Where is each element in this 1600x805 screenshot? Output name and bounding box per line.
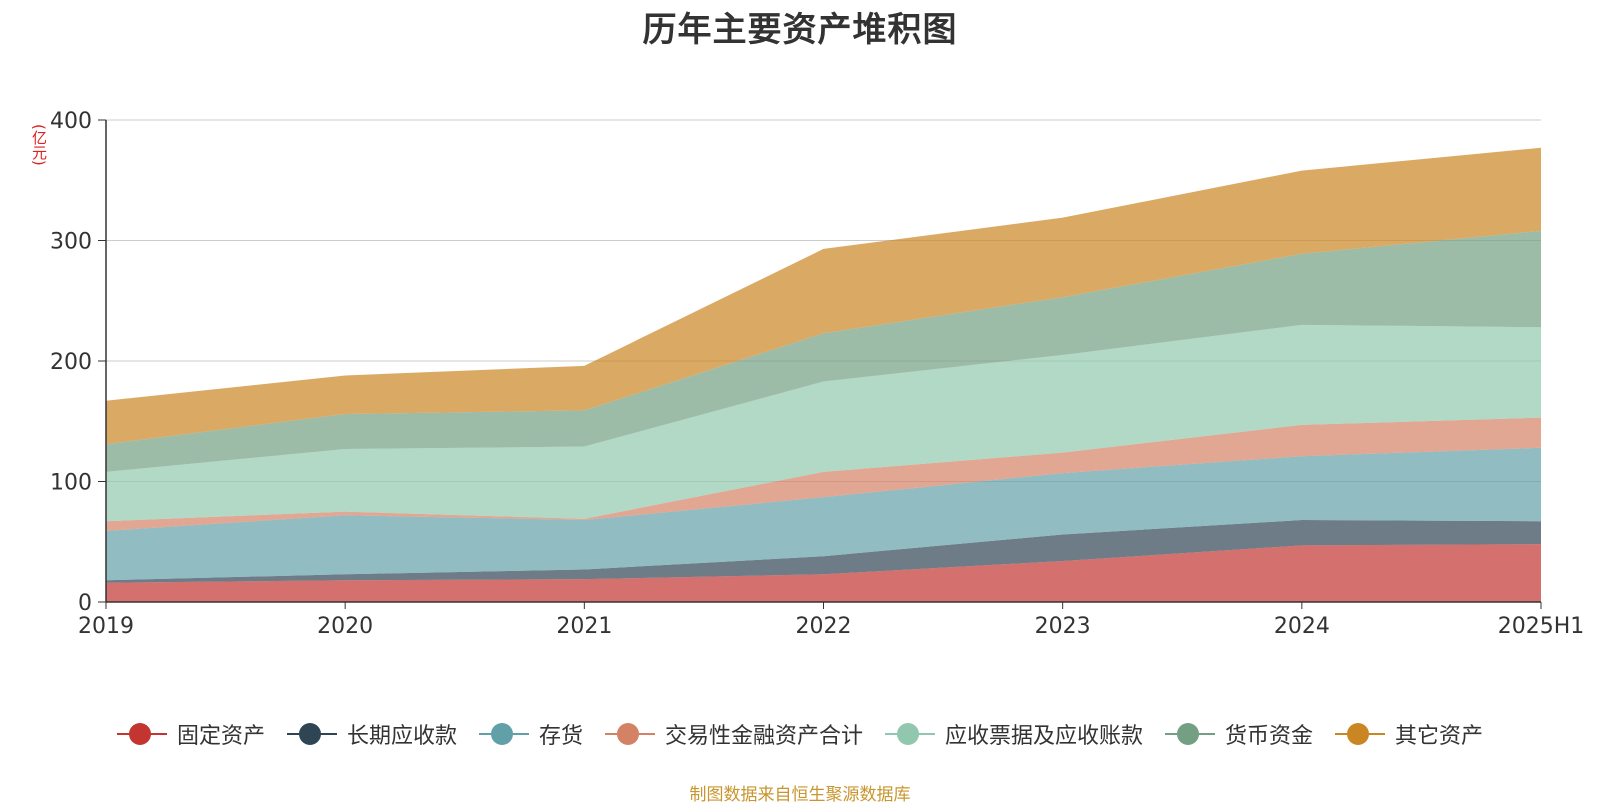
legend-label: 交易性金融资产合计	[664, 724, 863, 749]
legend-item[interactable]: 固定资产	[116, 718, 265, 750]
x-tick-label: 2020	[317, 614, 373, 639]
legend-marker-icon	[478, 722, 529, 746]
area-固定资产	[106, 544, 1541, 602]
area-货币资金	[106, 230, 1541, 472]
y-axis-unit: (亿元)	[30, 124, 48, 166]
legend-item[interactable]: 应收票据及应收账款	[885, 718, 1143, 750]
legend-marker-icon	[286, 722, 337, 746]
legend-item[interactable]: 其它资产	[1335, 718, 1483, 750]
area-长期应收款	[106, 520, 1541, 583]
legend: 固定资产 长期应收款 存货 交易性金融资产合计 应收票据及应收账款 货币资金 其它资产	[0, 718, 1600, 750]
legend-label: 固定资产	[176, 724, 265, 749]
source-note: 制图数据来自恒生聚源数据库	[689, 785, 911, 805]
y-tick-label: 400	[50, 109, 92, 134]
legend-label: 货币资金	[1225, 724, 1314, 749]
area-series	[106, 147, 1541, 602]
legend-marker-icon	[1335, 722, 1386, 746]
legend-item[interactable]: 交易性金融资产合计	[604, 718, 863, 750]
x-tick-label: 2019	[78, 614, 134, 639]
legend-label: 其它资产	[1395, 724, 1484, 749]
legend-label: 存货	[538, 724, 583, 749]
y-tick-label: 100	[50, 471, 92, 496]
legend-marker-icon	[604, 722, 655, 746]
legend-item[interactable]: 存货	[478, 718, 583, 750]
area-其它资产	[106, 147, 1541, 445]
y-tick-label: 300	[50, 230, 92, 255]
legend-marker-icon	[116, 722, 167, 746]
x-tick-label: 2022	[796, 614, 852, 639]
x-tick-label: 2024	[1274, 614, 1330, 639]
x-tick-label: 2025H1	[1498, 614, 1585, 639]
axes: 0 100 200 300 400 2019 2020 2021 2022 2023 2024 202…	[50, 109, 1584, 639]
legend-marker-icon	[885, 722, 935, 746]
x-tick-label: 2023	[1035, 614, 1091, 639]
area-存货	[106, 447, 1541, 581]
y-tick-label: 200	[50, 350, 92, 375]
chart-title: 历年主要资产堆积图	[642, 10, 958, 50]
x-tick-label: 2021	[556, 614, 612, 639]
legend-marker-icon	[1165, 722, 1216, 746]
area-应收票据及应收账款	[106, 324, 1541, 522]
area-交易性金融资产合计	[106, 417, 1541, 531]
legend-item[interactable]: 长期应收款	[286, 718, 457, 750]
stacked-area-chart: 0 100 200 300 400 2019 2020 2021 2022 2023 2024 202…	[50, 109, 1584, 639]
legend-item[interactable]: 货币资金	[1165, 718, 1313, 750]
y-tick-label: 0	[78, 591, 92, 616]
legend-label: 长期应收款	[346, 724, 457, 749]
legend-label: 应收票据及应收账款	[945, 724, 1144, 749]
